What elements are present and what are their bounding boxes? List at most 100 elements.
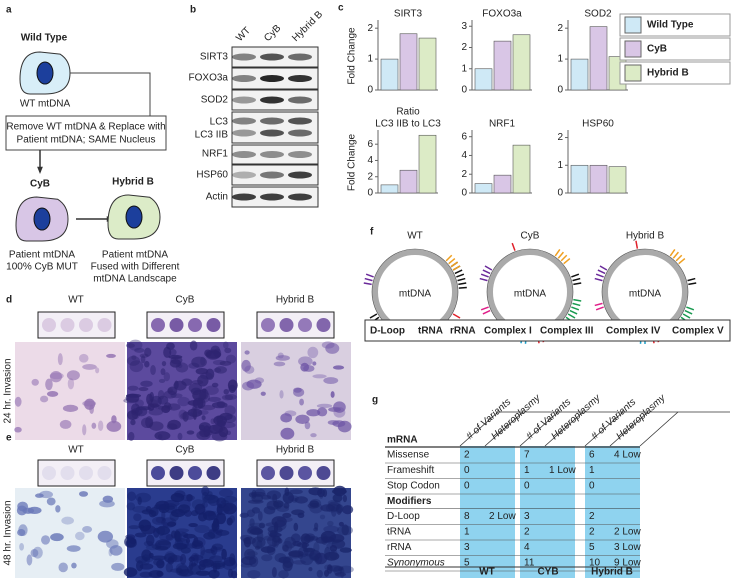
spot [97, 318, 112, 332]
bar [380, 58, 399, 91]
spot [316, 318, 331, 332]
cell-blob [183, 543, 197, 549]
band [260, 75, 284, 82]
variant-tick [571, 306, 580, 311]
cell-blob [41, 535, 51, 545]
group-label: Hybrid B [591, 567, 633, 578]
cell-blob [109, 545, 123, 556]
cell-blob [148, 552, 154, 558]
cell-blob [154, 431, 171, 441]
cell-blob [300, 553, 314, 566]
cell-blob [58, 562, 68, 573]
cell-blob [334, 572, 347, 577]
bar [399, 169, 418, 194]
cell-caption: Patient mtDNA [102, 250, 168, 261]
protein-label: HSP60 [196, 170, 228, 181]
spot [169, 466, 184, 480]
variant-tick [482, 269, 491, 275]
section-title: mRNA [387, 435, 418, 446]
chart-title: Ratio [396, 107, 420, 118]
variant-tick [594, 277, 603, 282]
cell-blob [186, 494, 193, 502]
cell-blob [137, 496, 142, 505]
cell-blob [266, 500, 279, 511]
cell-blob [323, 569, 330, 577]
legend-box [619, 13, 731, 37]
cell-blob [293, 522, 299, 532]
header-slant [639, 411, 679, 447]
cell-value: 1 [589, 465, 595, 476]
cell-blob [71, 562, 77, 569]
chart-title: HSP60 [582, 119, 614, 130]
cell-caption: Patient mtDNA [9, 250, 75, 261]
y-tick-label: 2 [557, 23, 563, 34]
variant-tick [672, 251, 679, 259]
cell-blob [226, 517, 233, 526]
cell-blob [338, 521, 344, 527]
row-label: D-Loop [387, 511, 420, 522]
cell-blob [221, 548, 227, 560]
cell-blob [159, 533, 173, 541]
cell-blob [284, 487, 290, 496]
cell-blob [78, 491, 89, 497]
step-box [5, 115, 167, 151]
cell-blob [261, 554, 273, 562]
cell-blob [163, 372, 171, 382]
cell-blob [222, 559, 238, 571]
variant-tick [480, 273, 489, 278]
cell-blob [140, 355, 146, 364]
cell-blob [328, 407, 342, 412]
y-tick-label: 6 [461, 131, 467, 142]
cell-blob [143, 540, 153, 547]
cell-blob [300, 362, 310, 372]
cell-blob [220, 500, 229, 505]
cell-blob [192, 389, 207, 402]
bar [474, 183, 493, 194]
band [232, 96, 256, 104]
variant-tick [452, 313, 461, 319]
cell-blob [216, 420, 226, 427]
cell-blob [207, 396, 221, 402]
cell-blob [148, 570, 164, 578]
map-title: WT [407, 231, 423, 242]
cell-title: Hybrid B [112, 177, 154, 188]
map-legend-label: rRNA [450, 326, 476, 337]
map-label: mtDNA [629, 289, 662, 300]
cell-blob [312, 361, 317, 366]
spot [42, 466, 56, 480]
cell-value: 2 [589, 511, 595, 522]
header-slant [584, 411, 624, 447]
bar [380, 184, 399, 194]
cell-blob [148, 510, 157, 518]
cell-blob [177, 432, 183, 441]
map-legend-label: D-Loop [370, 326, 405, 337]
cell-blob [269, 532, 282, 538]
cell-blob [147, 399, 159, 407]
connector [70, 72, 151, 116]
variant-tick [448, 258, 456, 265]
cell-blob [46, 497, 56, 506]
blot [231, 144, 319, 165]
cell-blob [333, 485, 347, 497]
band [232, 75, 256, 82]
variant-tick [573, 298, 582, 302]
cell-blob [338, 565, 354, 574]
cell-blob [200, 549, 216, 560]
cell-blob [19, 542, 24, 551]
cell-value: 1 [524, 465, 530, 476]
column-title: WT [68, 295, 84, 306]
cell-value: 5 [464, 558, 470, 569]
legend-swatch [624, 40, 642, 58]
cell-blob [191, 380, 204, 385]
bar [570, 58, 589, 91]
y-tick-label: 0 [367, 85, 373, 96]
cell-blob [140, 525, 156, 535]
y-tick-label: 2 [461, 42, 467, 53]
cell-title: CyB [30, 179, 50, 190]
row-label: Missense [387, 450, 430, 461]
legend-box [619, 61, 731, 85]
cell-blob [50, 533, 64, 542]
panel-letter: d [6, 295, 12, 306]
cell-blob [202, 559, 211, 566]
spot [298, 466, 312, 480]
